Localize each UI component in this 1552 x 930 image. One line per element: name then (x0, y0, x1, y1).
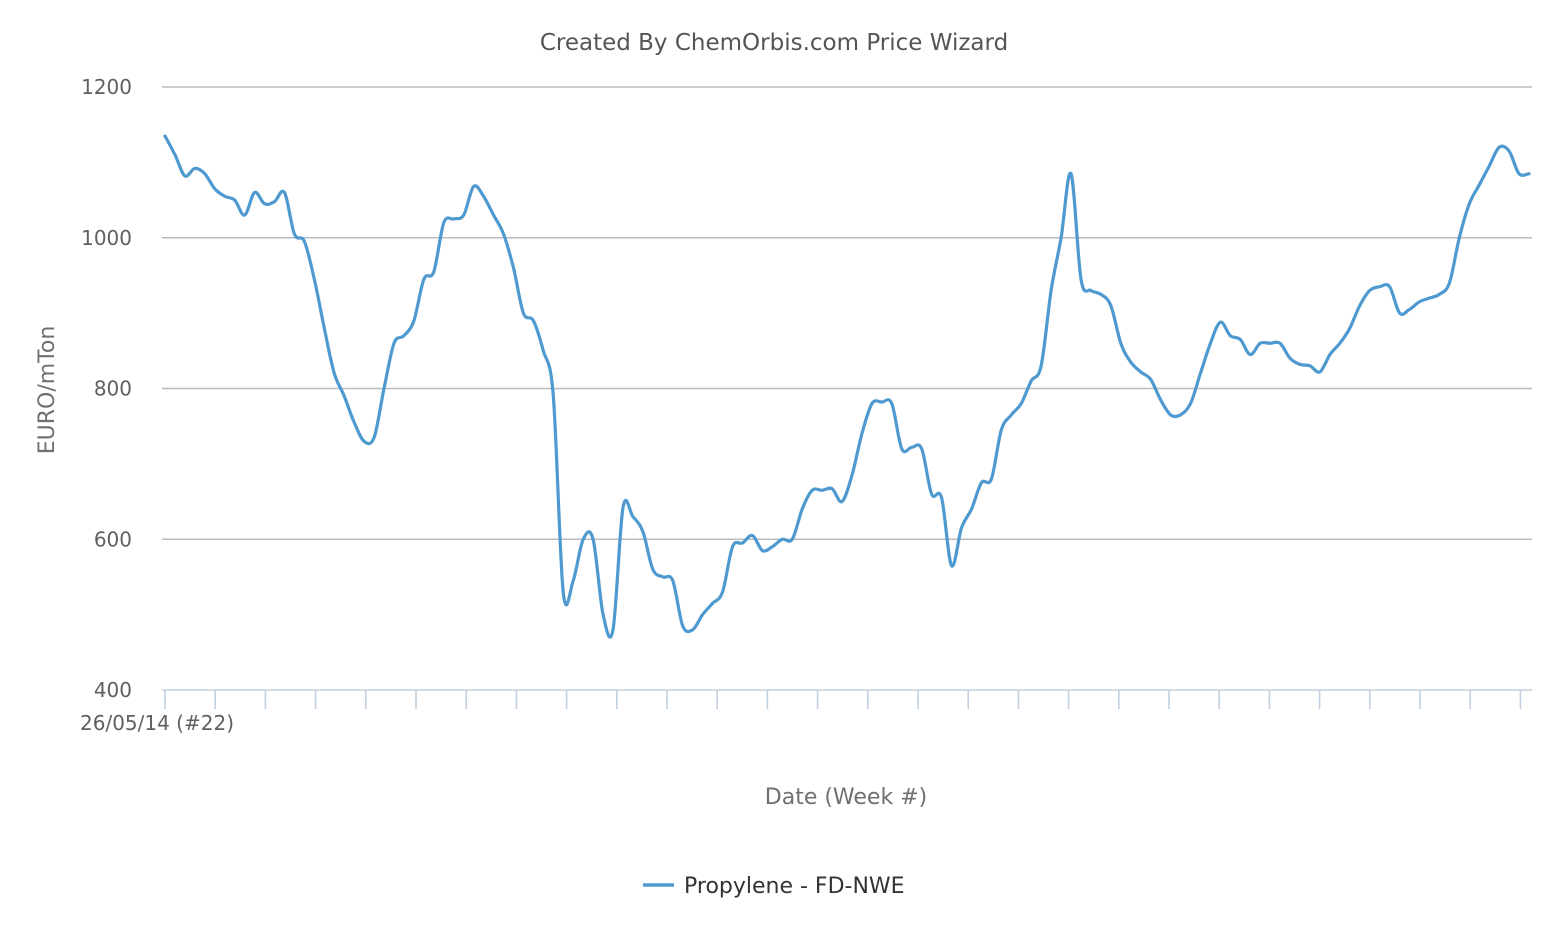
legend-label: Propylene - FD-NWE (684, 874, 905, 899)
y-tick-label-1200: 1200 (81, 75, 132, 99)
x-axis-ticks (164, 690, 1522, 709)
y-axis-title: EURO/mTon (35, 326, 60, 455)
legend[interactable]: Propylene - FD-NWE (643, 874, 905, 899)
x-tick-label-first: 26/05/14 (#22) (80, 711, 234, 735)
y-axis-ticks: 400 600 800 1000 1200 (81, 75, 132, 702)
y-tick-label-1000: 1000 (81, 226, 132, 250)
chart-title: Created By ChemOrbis.com Price Wizard (540, 30, 1008, 56)
series-line-propylene (163, 134, 1531, 639)
y-tick-label-400: 400 (94, 678, 132, 702)
y-tick-label-600: 600 (94, 527, 132, 551)
grid-lines (162, 86, 1532, 541)
y-tick-label-800: 800 (94, 377, 132, 401)
x-axis-title: Date (Week #) (765, 785, 927, 810)
